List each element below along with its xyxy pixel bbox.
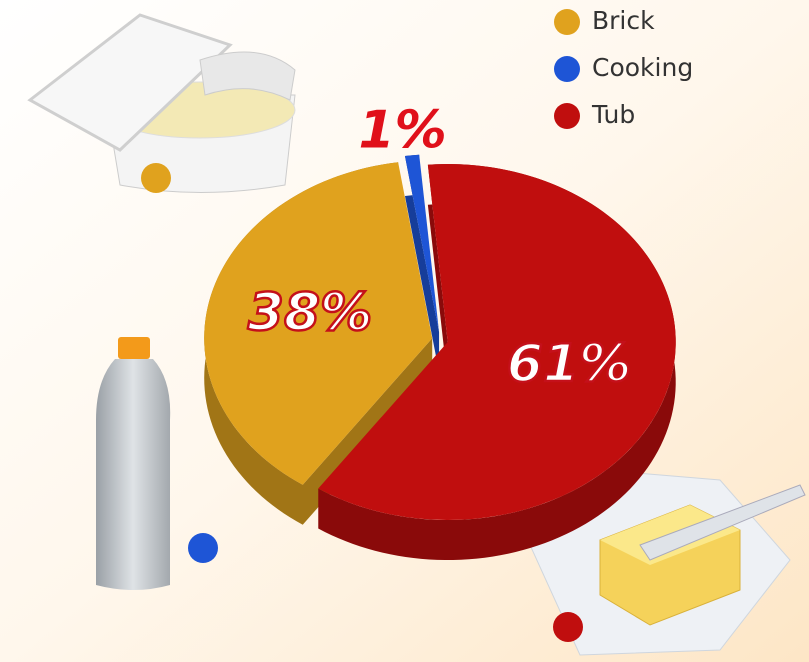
- legend-label: Brick: [592, 6, 655, 35]
- product-marker: [553, 612, 583, 642]
- legend-marker: [554, 103, 580, 129]
- value-label: 1%: [358, 100, 446, 160]
- bottle-illustration: [96, 337, 171, 590]
- product-marker: [141, 163, 171, 193]
- legend-label: Tub: [591, 100, 635, 129]
- slice-side: [318, 164, 676, 561]
- slice: [318, 164, 676, 521]
- pie: 38% 1% 61%: [204, 100, 676, 561]
- slice: [404, 154, 440, 333]
- legend-marker: [554, 9, 580, 35]
- legend: Brick Cooking Tub: [554, 6, 693, 129]
- value-label: 61%: [507, 334, 631, 394]
- legend-label: Cooking: [592, 53, 693, 82]
- product-marker: [188, 533, 218, 563]
- slice: [204, 162, 433, 485]
- slice-side: [404, 154, 440, 373]
- legend-marker: [554, 56, 580, 82]
- value-label: 38%: [248, 283, 372, 343]
